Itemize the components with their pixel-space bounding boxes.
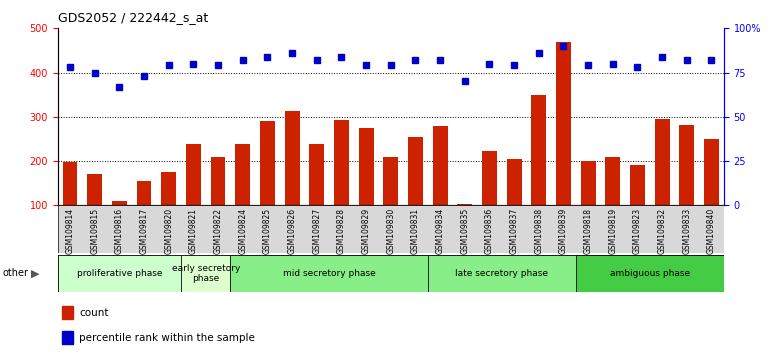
Bar (482, 152, 497, 205)
Text: ▶: ▶ (31, 268, 39, 279)
Text: GSM109824: GSM109824 (238, 208, 247, 254)
Text: GSM109822: GSM109822 (213, 208, 223, 254)
Text: GSM109818: GSM109818 (584, 208, 593, 254)
Bar (408, 137, 423, 205)
Bar (310, 144, 324, 205)
Text: GSM109833: GSM109833 (682, 208, 691, 254)
Text: GSM109819: GSM109819 (608, 208, 618, 254)
Text: GSM109825: GSM109825 (263, 208, 272, 254)
Text: GSM109827: GSM109827 (313, 208, 321, 254)
Bar (62, 331, 73, 344)
Text: count: count (79, 308, 109, 318)
Bar (137, 181, 152, 205)
Text: GSM109835: GSM109835 (460, 208, 469, 254)
Text: GSM109836: GSM109836 (485, 208, 494, 254)
Bar (236, 144, 250, 205)
Text: GSM109840: GSM109840 (707, 208, 716, 254)
Text: GSM109821: GSM109821 (189, 208, 198, 254)
Text: GSM109830: GSM109830 (387, 208, 395, 254)
Text: GSM109828: GSM109828 (337, 208, 346, 254)
Bar (556, 42, 571, 205)
Bar (704, 139, 719, 205)
Text: mid secretory phase: mid secretory phase (283, 269, 376, 278)
Text: GSM109832: GSM109832 (658, 208, 667, 254)
Text: GSM109838: GSM109838 (534, 208, 544, 254)
Text: percentile rank within the sample: percentile rank within the sample (79, 332, 255, 343)
Bar (112, 201, 127, 205)
Bar (605, 156, 620, 205)
Bar (260, 121, 275, 205)
Bar (334, 120, 349, 205)
Bar (285, 111, 300, 205)
Text: GSM109826: GSM109826 (288, 208, 296, 254)
Text: GSM109814: GSM109814 (65, 208, 75, 254)
Bar (230, 255, 428, 292)
Text: early secretory
phase: early secretory phase (172, 264, 240, 283)
Text: GSM109815: GSM109815 (90, 208, 99, 254)
Text: GSM109817: GSM109817 (139, 208, 149, 254)
Bar (630, 166, 644, 205)
Text: GSM109837: GSM109837 (510, 208, 519, 254)
Bar (186, 144, 201, 205)
Bar (58, 255, 181, 292)
Bar (211, 156, 226, 205)
Bar (457, 204, 472, 205)
Bar (181, 255, 230, 292)
Bar (654, 119, 670, 205)
Bar (576, 255, 724, 292)
Text: GSM109823: GSM109823 (633, 208, 642, 254)
Bar (359, 128, 373, 205)
Text: late secretory phase: late secretory phase (455, 269, 548, 278)
Text: GSM109831: GSM109831 (411, 208, 420, 254)
Text: other: other (2, 268, 28, 279)
Text: GSM109839: GSM109839 (559, 208, 568, 254)
Text: GDS2052 / 222442_s_at: GDS2052 / 222442_s_at (58, 11, 208, 24)
Bar (507, 159, 521, 205)
Text: GSM109816: GSM109816 (115, 208, 124, 254)
Bar (383, 156, 398, 205)
Bar (87, 175, 102, 205)
Bar (62, 162, 78, 205)
Bar (162, 172, 176, 205)
Text: ambiguous phase: ambiguous phase (610, 269, 690, 278)
Bar (433, 126, 447, 205)
Text: proliferative phase: proliferative phase (77, 269, 162, 278)
Text: GSM109834: GSM109834 (436, 208, 444, 254)
Text: GSM109820: GSM109820 (164, 208, 173, 254)
Bar (531, 95, 546, 205)
Bar (62, 307, 73, 319)
Bar (679, 125, 695, 205)
Bar (581, 161, 595, 205)
Bar (428, 255, 576, 292)
Text: GSM109829: GSM109829 (362, 208, 370, 254)
